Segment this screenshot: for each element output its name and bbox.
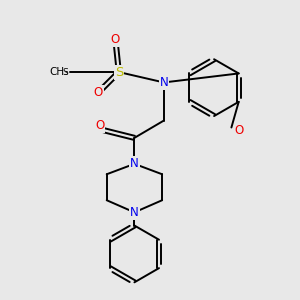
Text: O: O <box>93 86 103 99</box>
Text: S: S <box>62 68 68 76</box>
Text: N: N <box>130 206 139 219</box>
Text: S: S <box>115 66 123 79</box>
Text: CH₃: CH₃ <box>49 67 69 77</box>
Text: N: N <box>160 76 168 89</box>
Text: O: O <box>95 118 104 132</box>
Text: O: O <box>111 33 120 46</box>
Text: O: O <box>234 124 243 137</box>
Text: N: N <box>130 158 139 170</box>
